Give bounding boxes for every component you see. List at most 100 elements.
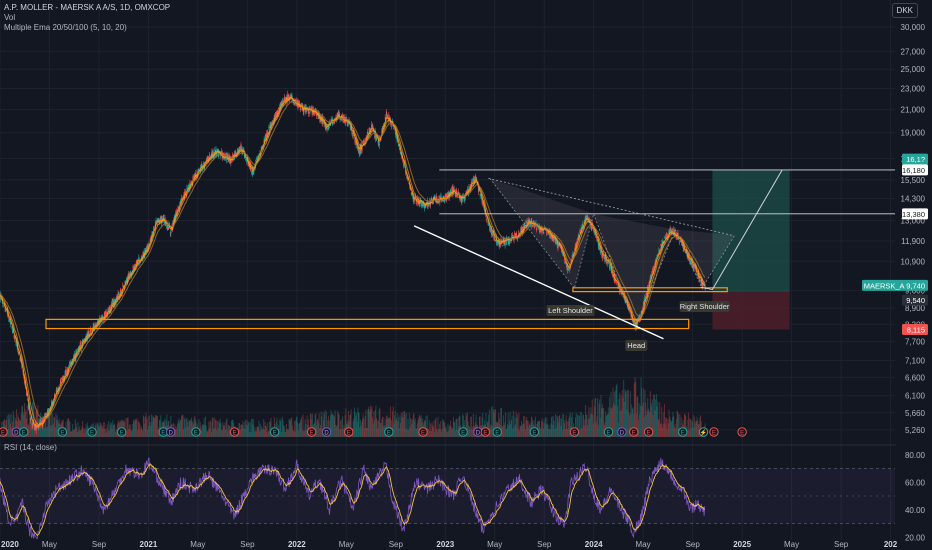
candle-body xyxy=(431,197,433,201)
volume-bar xyxy=(675,419,677,437)
candle-body xyxy=(64,371,66,375)
event-markers[interactable]: E D E E E E E D E E E E D E E E E D E E E E E D E E E ⚡ E E xyxy=(0,427,747,437)
volume-bar xyxy=(372,423,374,437)
volume-bar xyxy=(517,428,519,437)
candle-body xyxy=(594,232,596,235)
volume-bar xyxy=(643,388,645,437)
candle-body xyxy=(388,115,390,119)
volume-bar xyxy=(385,419,387,437)
volume-bar xyxy=(419,416,421,437)
volume-bar xyxy=(43,424,45,437)
volume-bar xyxy=(619,410,621,437)
candle-body xyxy=(80,343,82,345)
candle-body xyxy=(457,196,459,198)
volume-bar xyxy=(158,420,160,437)
volume-bar xyxy=(357,407,359,437)
volume-bar xyxy=(52,423,54,437)
volume-bar xyxy=(249,432,251,437)
volume-bar xyxy=(298,423,300,437)
volume-bar xyxy=(417,420,419,437)
volume-bar xyxy=(156,415,158,437)
candle-body xyxy=(381,131,383,133)
volume-bar xyxy=(584,419,586,437)
volume-bar xyxy=(77,422,79,437)
volume-bar xyxy=(390,406,392,437)
volume-bar xyxy=(511,415,513,437)
candle-body xyxy=(98,319,100,326)
volume-bar xyxy=(370,405,372,437)
volume-bar xyxy=(189,420,191,437)
volume-bar xyxy=(52,413,54,437)
volume-bar xyxy=(200,426,202,437)
volume-bar xyxy=(215,419,217,437)
volume-bar xyxy=(587,419,589,437)
candle-body xyxy=(40,420,43,423)
volume-bar xyxy=(364,416,366,437)
volume-bar xyxy=(420,418,422,437)
volume-bar xyxy=(335,426,337,437)
candle-body xyxy=(170,229,172,234)
volume-bar xyxy=(454,430,456,437)
volume-bar xyxy=(657,420,659,437)
candle-body xyxy=(352,130,354,137)
candle-body xyxy=(69,363,71,365)
candle-body xyxy=(644,298,646,302)
candle-body xyxy=(451,189,453,191)
volume-bar xyxy=(567,421,569,437)
price-tick-label: 6,600 xyxy=(905,373,926,382)
candle-body xyxy=(160,216,162,224)
volume-bar xyxy=(182,414,184,437)
candle-body xyxy=(614,280,616,283)
volume-bar xyxy=(86,422,88,437)
volume-bar xyxy=(287,428,289,437)
volume-bar xyxy=(543,428,545,437)
volume-bar xyxy=(429,431,431,437)
volume-bar xyxy=(227,425,229,437)
candle-body xyxy=(344,118,347,124)
candle-body xyxy=(371,124,373,129)
volume-bar xyxy=(68,421,70,437)
volume-bar xyxy=(645,415,647,437)
volume-bar xyxy=(226,418,228,437)
volume-bar xyxy=(638,403,640,437)
candle-body xyxy=(664,237,667,238)
price-tick-label: 15,500 xyxy=(901,176,926,185)
volume-bar xyxy=(249,421,251,437)
volume-bar xyxy=(342,428,344,437)
candle-body xyxy=(640,312,642,315)
candle-body xyxy=(690,260,692,261)
stop-price-tag-bg xyxy=(902,324,928,336)
volume-bar xyxy=(242,420,244,437)
candle-body xyxy=(453,187,455,189)
volume-bar xyxy=(213,429,215,437)
volume-bar xyxy=(428,420,430,437)
volume-bar xyxy=(215,420,217,437)
volume-bar xyxy=(637,420,639,437)
currency-button[interactable]: DKK xyxy=(891,3,918,18)
volume-bar xyxy=(691,420,693,437)
volume-bar xyxy=(403,410,405,437)
volume-bar xyxy=(217,427,219,437)
volume-bar xyxy=(506,424,508,437)
volume-bar xyxy=(100,422,102,437)
candle-body xyxy=(365,139,367,143)
volume-bar xyxy=(154,414,156,437)
candle-body xyxy=(122,285,124,289)
volume-bar xyxy=(393,423,395,437)
volume-bar xyxy=(392,411,394,437)
volume-bar xyxy=(528,424,530,437)
candle-body xyxy=(273,119,275,122)
event-marker-letter: E xyxy=(1,431,5,437)
candle-body xyxy=(59,379,62,384)
candle-body xyxy=(689,258,691,263)
volume-bar xyxy=(138,422,140,437)
candle-body xyxy=(489,225,491,230)
candle-body xyxy=(326,127,328,131)
candle-body xyxy=(610,265,612,270)
candle-body xyxy=(11,326,13,331)
candle-body xyxy=(477,184,480,192)
volume-bar xyxy=(285,431,287,437)
volume-bar xyxy=(624,389,626,437)
